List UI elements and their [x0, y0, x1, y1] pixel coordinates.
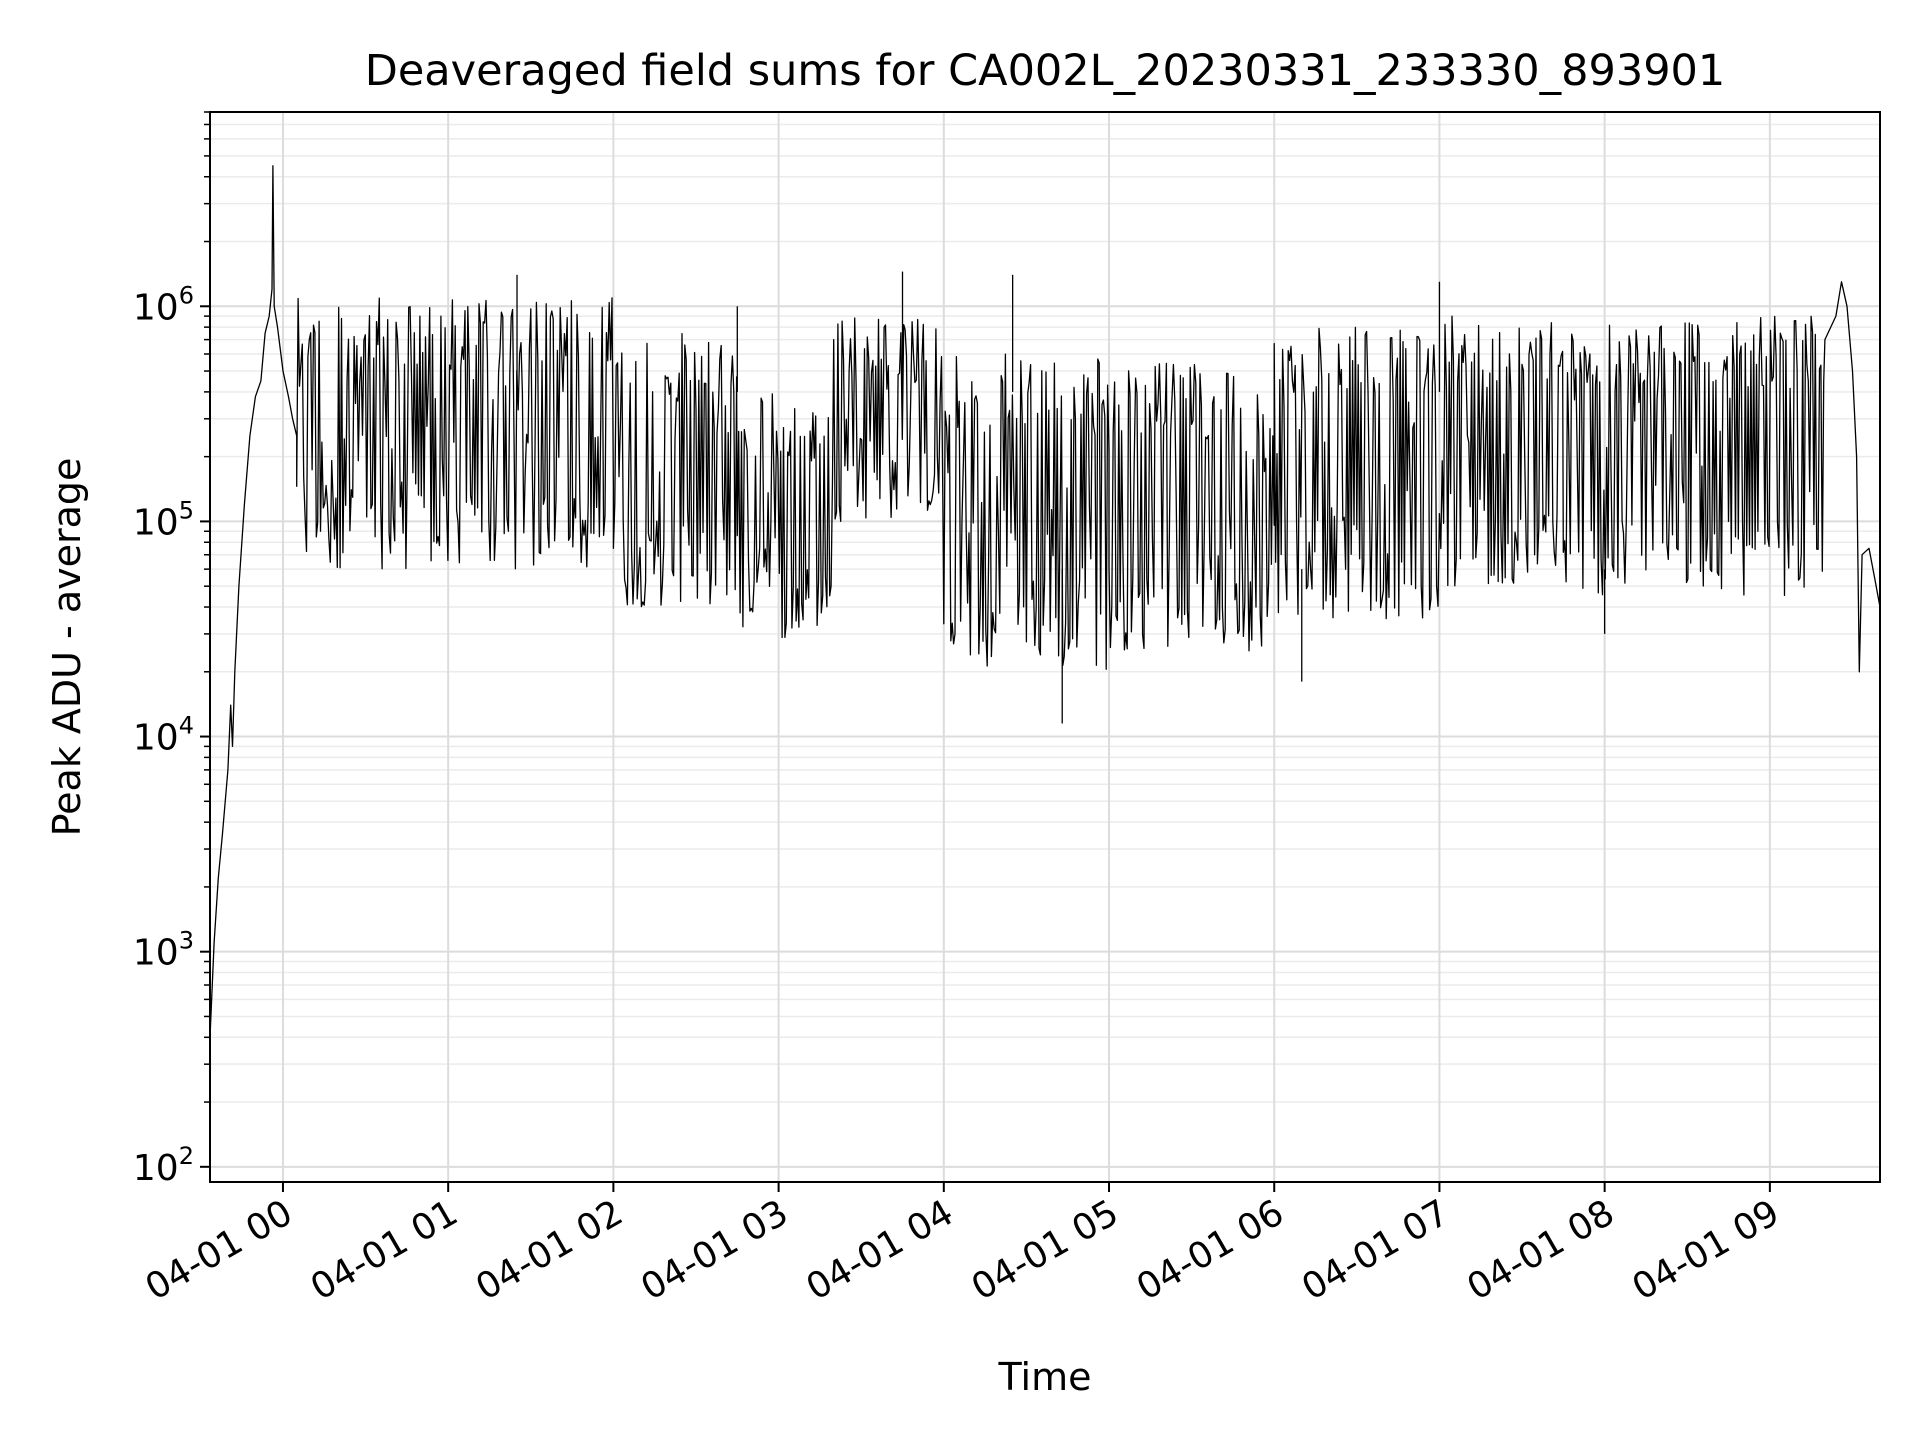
y-tick-label: 103: [133, 927, 194, 974]
y-tick-label: 106: [133, 281, 194, 328]
plot-frame: [209, 111, 1881, 1183]
x-axis-label: Time: [998, 1355, 1092, 1399]
chart-title: Deaveraged field sums for CA002L_2023033…: [365, 46, 1726, 96]
y-axis-label: Peak ADU - average: [45, 458, 89, 837]
y-tick-label: 105: [133, 496, 194, 543]
y-tick-label: 102: [133, 1142, 194, 1189]
series-line: [209, 165, 1881, 1038]
y-axis-ticks: 102 103 104 105 106: [133, 111, 210, 1189]
series: [209, 165, 1881, 1038]
y-tick-label: 104: [133, 712, 194, 759]
